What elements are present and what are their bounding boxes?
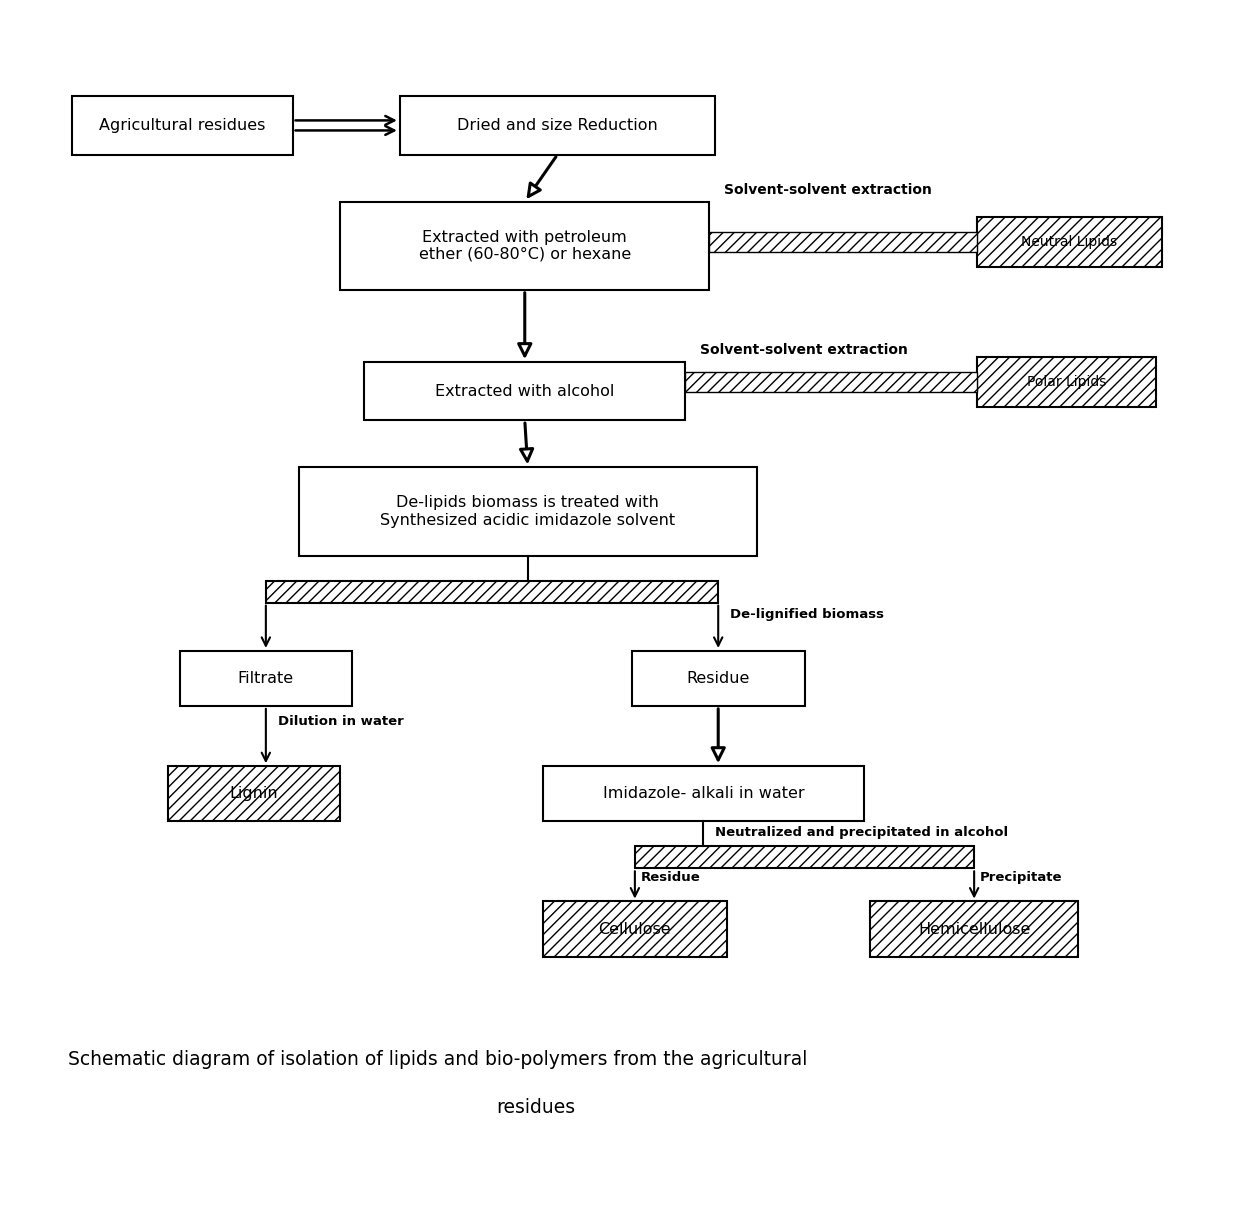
Bar [399, 97, 715, 155]
Text: Hemicellulose: Hemicellulose [918, 922, 1030, 936]
Text: Dried and size Reduction: Dried and size Reduction [458, 118, 658, 133]
Text: Agricultural residues: Agricultural residues [99, 118, 265, 133]
Bar [632, 651, 805, 705]
Bar [340, 202, 709, 290]
Text: De-lipids biomass is treated with
Synthesized acidic imidazole solvent: De-lipids biomass is treated with Synthe… [381, 495, 676, 528]
Text: Residue: Residue [641, 871, 701, 884]
Bar [543, 901, 727, 957]
Text: Solvent-solvent extraction: Solvent-solvent extraction [724, 182, 931, 197]
Text: Filtrate: Filtrate [238, 670, 294, 686]
Text: Residue: Residue [687, 670, 750, 686]
Text: Polar Lipids: Polar Lipids [1027, 376, 1106, 389]
Bar [72, 97, 293, 155]
Bar [709, 232, 977, 251]
Text: residues: residues [496, 1098, 575, 1117]
Bar [180, 651, 352, 705]
Bar [709, 232, 977, 251]
Text: Cellulose: Cellulose [599, 922, 671, 936]
Bar [686, 372, 977, 393]
Bar [543, 766, 864, 821]
Text: Lignin: Lignin [229, 786, 278, 801]
Text: Dilution in water: Dilution in water [278, 715, 403, 728]
Bar [265, 581, 718, 603]
Text: Neutralized and precipitated in alcohol: Neutralized and precipitated in alcohol [715, 826, 1008, 840]
Text: Neutral Lipids: Neutral Lipids [1022, 234, 1117, 249]
Text: Precipitate: Precipitate [980, 871, 1063, 884]
Bar [167, 766, 340, 821]
Bar [977, 216, 1162, 267]
Text: Schematic diagram of isolation of lipids and bio-polymers from the agricultural: Schematic diagram of isolation of lipids… [68, 1050, 807, 1069]
Bar [635, 847, 975, 869]
Text: Solvent-solvent extraction: Solvent-solvent extraction [699, 343, 908, 358]
Bar [686, 372, 977, 393]
Bar [977, 358, 1156, 407]
Text: Extracted with petroleum
ether (60-80°C) or hexane: Extracted with petroleum ether (60-80°C)… [419, 230, 631, 262]
Text: De-lignified biomass: De-lignified biomass [730, 608, 884, 621]
Bar [870, 901, 1079, 957]
Bar [365, 362, 686, 420]
Bar [635, 847, 975, 869]
Text: Imidazole- alkali in water: Imidazole- alkali in water [603, 786, 805, 801]
Text: Extracted with alcohol: Extracted with alcohol [435, 384, 615, 399]
Bar [299, 467, 756, 556]
Bar [265, 581, 718, 603]
